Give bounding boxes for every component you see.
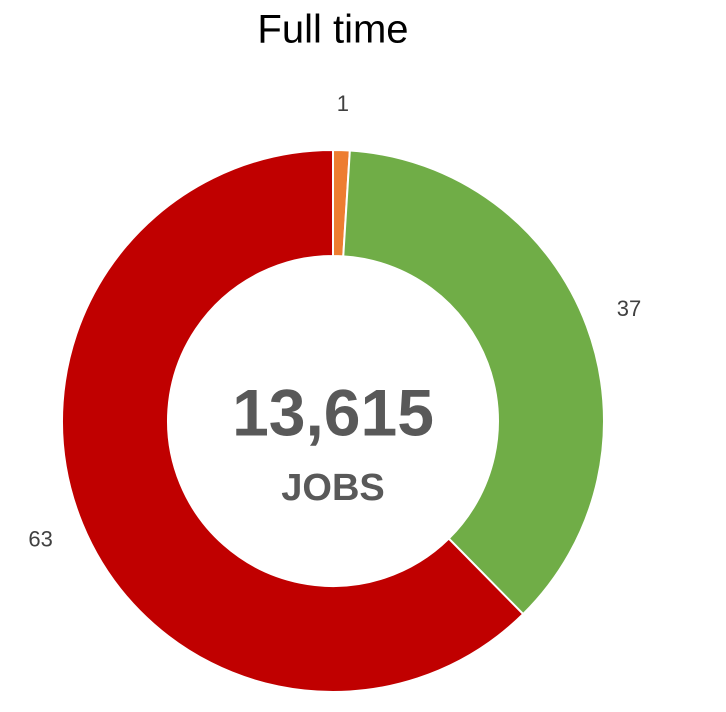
center-value: 13,615 [232, 375, 434, 449]
donut-segment [61, 148, 525, 693]
chart-title: Full time [257, 8, 408, 52]
data-label: 1 [337, 91, 349, 116]
data-label: 37 [617, 296, 641, 321]
data-label: 63 [28, 527, 52, 552]
donut-segment [342, 149, 605, 616]
center-label: JOBS [281, 467, 384, 509]
